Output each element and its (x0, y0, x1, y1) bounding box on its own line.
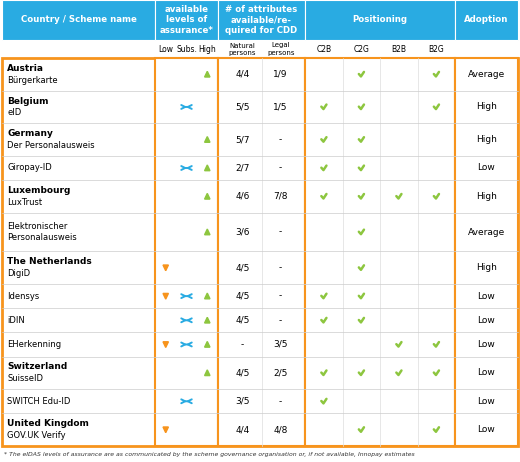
Text: B2B: B2B (391, 44, 406, 54)
Polygon shape (204, 229, 210, 235)
Polygon shape (163, 342, 168, 347)
Text: High: High (199, 44, 216, 54)
Bar (2, 0, 155, 40)
Text: SuisseID: SuisseID (7, 374, 43, 383)
Bar (2, 40, 518, 58)
Text: 4/6: 4/6 (235, 192, 250, 201)
Text: 3/5: 3/5 (235, 397, 250, 406)
Polygon shape (204, 370, 210, 376)
Text: 3/6: 3/6 (235, 228, 250, 237)
Text: Subs.: Subs. (176, 44, 197, 54)
Text: Bürgerkarte: Bürgerkarte (7, 76, 58, 85)
Text: 4/4: 4/4 (235, 70, 250, 79)
Text: C2B: C2B (316, 44, 331, 54)
Text: 2/7: 2/7 (235, 164, 250, 172)
Text: 4/5: 4/5 (235, 292, 250, 301)
Text: 7/8: 7/8 (274, 192, 288, 201)
Text: Average: Average (468, 70, 505, 79)
Polygon shape (204, 341, 210, 347)
Text: GOV.UK Verify: GOV.UK Verify (7, 431, 66, 440)
Text: Low: Low (478, 292, 496, 301)
Text: * The eIDAS levels of assurance are as communicated by the scheme governance org: * The eIDAS levels of assurance are as c… (4, 452, 415, 457)
Bar (305, 58, 455, 446)
Text: Idensys: Idensys (7, 292, 39, 301)
Text: Luxembourg: Luxembourg (7, 186, 70, 195)
Text: Low: Low (478, 340, 496, 349)
Text: 3/5: 3/5 (274, 340, 288, 349)
Text: 4/5: 4/5 (235, 316, 250, 325)
Text: 4/4: 4/4 (235, 425, 250, 434)
Text: available
levels of
assurance*: available levels of assurance* (160, 5, 213, 35)
Text: -: - (279, 135, 282, 144)
Text: Low: Low (478, 397, 496, 406)
Text: Austria: Austria (7, 64, 44, 73)
Text: Low: Low (478, 368, 496, 377)
Text: Giropay-ID: Giropay-ID (7, 164, 52, 172)
Text: -: - (279, 263, 282, 272)
Text: Low: Low (158, 44, 173, 54)
Text: 1/5: 1/5 (274, 103, 288, 111)
Text: Legal
persons: Legal persons (267, 43, 294, 55)
Text: iDIN: iDIN (7, 316, 25, 325)
Text: Country / Scheme name: Country / Scheme name (21, 16, 136, 24)
Text: Elektronischer
Personalausweis: Elektronischer Personalausweis (7, 222, 77, 242)
Text: Switzerland: Switzerland (7, 363, 67, 371)
Text: 4/8: 4/8 (274, 425, 288, 434)
Bar (218, 0, 305, 40)
Text: DigiD: DigiD (7, 269, 30, 278)
Bar (455, 58, 518, 446)
Polygon shape (204, 137, 210, 142)
Text: -: - (279, 292, 282, 301)
Polygon shape (204, 71, 210, 77)
Bar (2, 58, 518, 446)
Text: The Netherlands: The Netherlands (7, 257, 92, 266)
Text: Der Personalausweis: Der Personalausweis (7, 141, 95, 150)
Text: Low: Low (478, 316, 496, 325)
Bar (455, 0, 518, 40)
Text: C2G: C2G (353, 44, 369, 54)
Text: eID: eID (7, 108, 21, 117)
Polygon shape (204, 317, 210, 323)
Bar (155, 0, 218, 40)
Text: 1/9: 1/9 (274, 70, 288, 79)
Text: High: High (476, 263, 497, 272)
Text: LuxTrust: LuxTrust (7, 198, 42, 207)
Polygon shape (204, 165, 210, 170)
Text: -: - (279, 397, 282, 406)
Text: EHerkenning: EHerkenning (7, 340, 61, 349)
Text: High: High (476, 103, 497, 111)
Text: Positioning: Positioning (353, 16, 408, 24)
Text: # of attributes
available/re-
quired for CDD: # of attributes available/re- quired for… (225, 5, 297, 35)
Polygon shape (163, 293, 168, 299)
Polygon shape (204, 194, 210, 199)
Text: Low: Low (478, 425, 496, 434)
Text: SWITCH Edu-ID: SWITCH Edu-ID (7, 397, 70, 406)
Text: Belgium: Belgium (7, 97, 48, 106)
Text: 5/7: 5/7 (235, 135, 250, 144)
Text: B2G: B2G (428, 44, 444, 54)
Polygon shape (163, 427, 168, 433)
Polygon shape (204, 293, 210, 299)
Text: United Kingdom: United Kingdom (7, 419, 89, 428)
Bar (155, 58, 218, 446)
Bar (305, 0, 455, 40)
Text: 4/5: 4/5 (235, 368, 250, 377)
Text: 5/5: 5/5 (235, 103, 250, 111)
Text: High: High (476, 135, 497, 144)
Text: Natural
persons: Natural persons (229, 43, 256, 55)
Text: -: - (241, 340, 244, 349)
Text: 4/5: 4/5 (235, 263, 250, 272)
Text: -: - (279, 316, 282, 325)
Text: Adoption: Adoption (464, 16, 509, 24)
Text: Average: Average (468, 228, 505, 237)
Text: -: - (279, 164, 282, 172)
Text: High: High (476, 192, 497, 201)
Text: 2/5: 2/5 (274, 368, 288, 377)
Polygon shape (163, 265, 168, 271)
Bar (218, 58, 305, 446)
Text: Low: Low (478, 164, 496, 172)
Text: Germany: Germany (7, 129, 53, 138)
Text: -: - (279, 228, 282, 237)
